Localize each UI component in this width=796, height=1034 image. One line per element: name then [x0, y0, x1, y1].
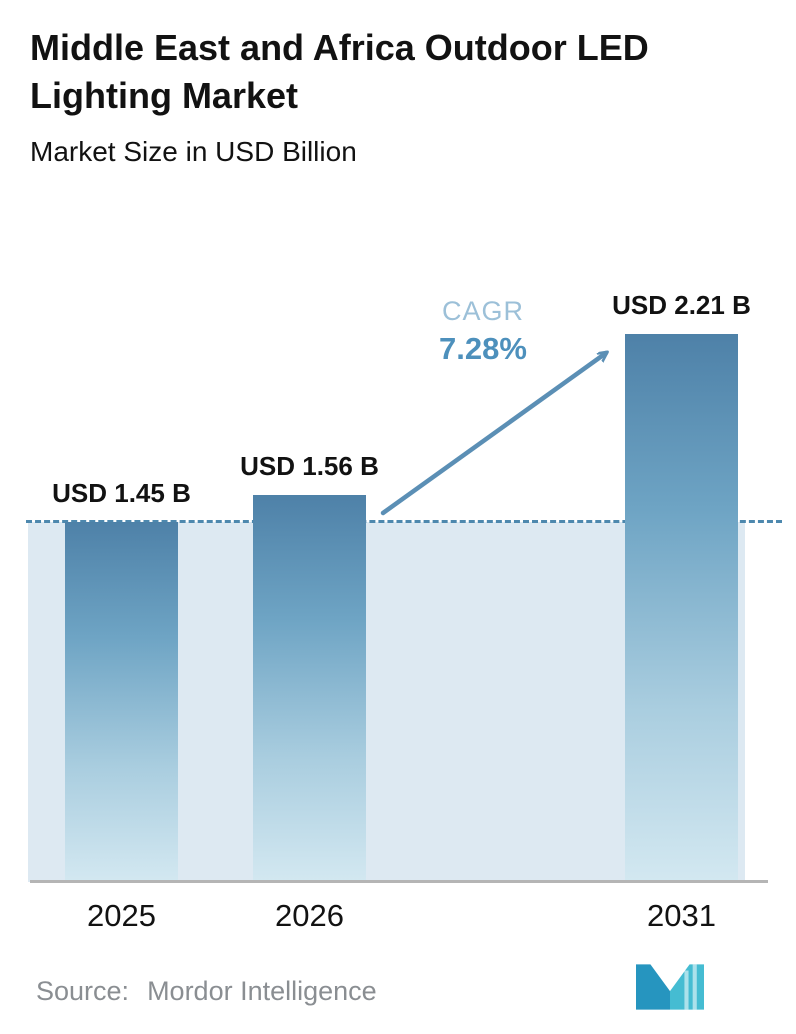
bar-2025	[65, 522, 178, 882]
chart-title: Middle East and Africa Outdoor LED Light…	[30, 27, 649, 116]
chart-subtitle: Market Size in USD Billion	[30, 136, 357, 167]
source-credit: Source: Mordor Intelligence	[36, 976, 377, 1007]
bar-2026	[253, 495, 366, 882]
cagr-label: CAGR	[441, 296, 524, 326]
source-label: Source:	[36, 976, 130, 1006]
dashed-reference-line	[26, 520, 782, 524]
source-value: Mordor Intelligence	[147, 976, 377, 1006]
bar-2031	[625, 334, 738, 882]
cagr-value: 7.28%	[439, 331, 527, 366]
x-tick-label-2026: 2026	[275, 898, 344, 933]
mordor-intelligence-logo-icon	[636, 964, 704, 1010]
cagr-annotation: CAGR 7.28%	[408, 296, 558, 367]
x-axis-line	[30, 880, 768, 883]
x-tick-label-2025: 2025	[87, 898, 156, 933]
bar-value-label-2026: USD 1.56 B	[240, 451, 379, 481]
x-tick-label-2031: 2031	[647, 898, 716, 933]
bar-value-label-2025: USD 1.45 B	[52, 478, 191, 508]
bar-value-label-2031: USD 2.21 B	[612, 290, 751, 320]
